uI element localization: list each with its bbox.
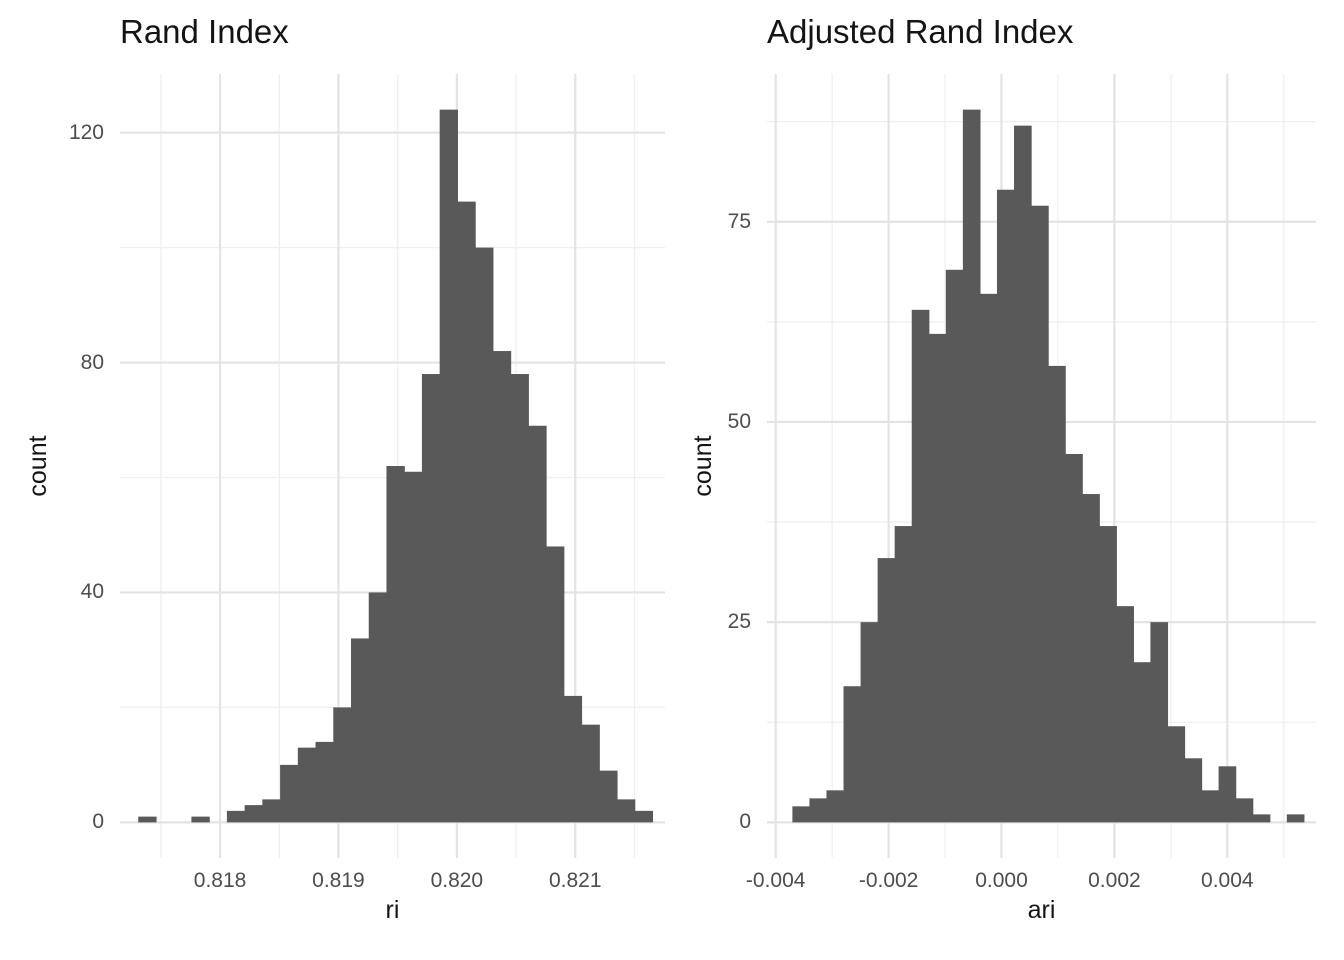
histogram-bar	[843, 686, 862, 823]
histogram-bar	[1031, 205, 1049, 823]
x-tick-label: 0.821	[548, 869, 602, 892]
histogram-bar	[1048, 365, 1066, 823]
histogram-bar	[634, 810, 654, 823]
histogram-bar	[404, 471, 423, 823]
histogram-bar	[191, 816, 210, 823]
histogram-bar	[226, 810, 246, 823]
x-axis-title: ari	[1027, 896, 1056, 924]
plot-title: Adjusted Rand Index	[767, 13, 1074, 50]
histogram-bar	[1252, 814, 1271, 823]
plot-title: Rand Index	[120, 13, 289, 50]
x-tick-label: 0.004	[1201, 869, 1254, 892]
x-tick-label: -0.004	[745, 869, 806, 892]
histogram-bar	[945, 269, 964, 823]
histogram-bar	[1014, 125, 1032, 823]
histogram-bar	[860, 622, 879, 823]
histogram-bar	[996, 189, 1015, 823]
histogram-bar	[351, 638, 370, 823]
y-tick-label: 50	[727, 409, 751, 433]
histogram-bar	[1235, 798, 1254, 823]
x-tick-label: -0.002	[858, 869, 919, 892]
histogram-bar	[262, 799, 281, 823]
histogram-bar	[297, 747, 317, 823]
histogram-bar	[386, 466, 405, 823]
histogram-bar	[1184, 758, 1203, 823]
plot-panel-rand-index	[120, 74, 665, 858]
histogram-bar	[1065, 453, 1083, 823]
histogram-bar	[616, 799, 636, 823]
histogram-bar	[979, 293, 998, 823]
histogram-bar	[809, 798, 828, 823]
y-tick-label: 75	[727, 209, 751, 233]
x-tick-label: 0.820	[430, 869, 484, 892]
x-tick-label: 0.818	[193, 869, 247, 892]
histogram-bar	[1133, 662, 1152, 823]
y-tick-label: 40	[80, 580, 104, 604]
x-axis-title: ri	[385, 896, 400, 924]
histogram-bar	[439, 109, 458, 823]
histogram-bar	[1167, 726, 1186, 823]
histogram-bar	[1116, 606, 1134, 823]
histogram-bar	[792, 806, 811, 823]
y-tick-label: 0	[739, 810, 751, 834]
y-tick-label: 120	[68, 120, 104, 144]
histogram-bar	[928, 333, 947, 823]
y-axis-title: count	[24, 435, 52, 497]
histogram-bar	[333, 707, 352, 823]
histogram-bar	[1218, 766, 1237, 823]
histogram-bar	[510, 374, 529, 823]
histogram-bar	[421, 374, 441, 823]
histogram-bar	[546, 546, 565, 823]
histogram-bar	[911, 309, 930, 823]
x-tick-label: 0.819	[312, 869, 365, 892]
x-tick-label: 0.002	[1088, 869, 1141, 892]
histogram-bar	[244, 805, 263, 823]
histogram-bar	[280, 764, 299, 823]
y-tick-label: 80	[80, 350, 104, 374]
histogram-bar	[1099, 526, 1117, 823]
histogram-bar	[315, 741, 334, 823]
histogram-bar	[528, 425, 547, 823]
histogram-bar	[475, 247, 494, 823]
histogram-bar	[138, 816, 157, 823]
histogram-bar	[368, 592, 388, 823]
histogram-bar	[1082, 494, 1100, 823]
plot-panel-adjusted-rand-index	[767, 74, 1316, 858]
y-tick-label: 0	[92, 810, 104, 834]
histogram-bar	[599, 770, 618, 823]
histogram-bar	[581, 724, 600, 823]
histogram-bar	[492, 351, 512, 823]
histogram-bar	[894, 526, 913, 823]
histogram-bar	[877, 558, 896, 823]
x-tick-label: 0.000	[975, 869, 1028, 892]
histogram-bar	[826, 790, 845, 823]
y-tick-label: 25	[727, 610, 751, 634]
histogram-bar	[962, 109, 981, 823]
histogram-bar	[457, 201, 476, 823]
histogram-bar	[1150, 622, 1169, 823]
histogram-bar	[563, 695, 583, 823]
histogram-bar	[1286, 814, 1305, 823]
histogram-bar	[1201, 790, 1220, 823]
